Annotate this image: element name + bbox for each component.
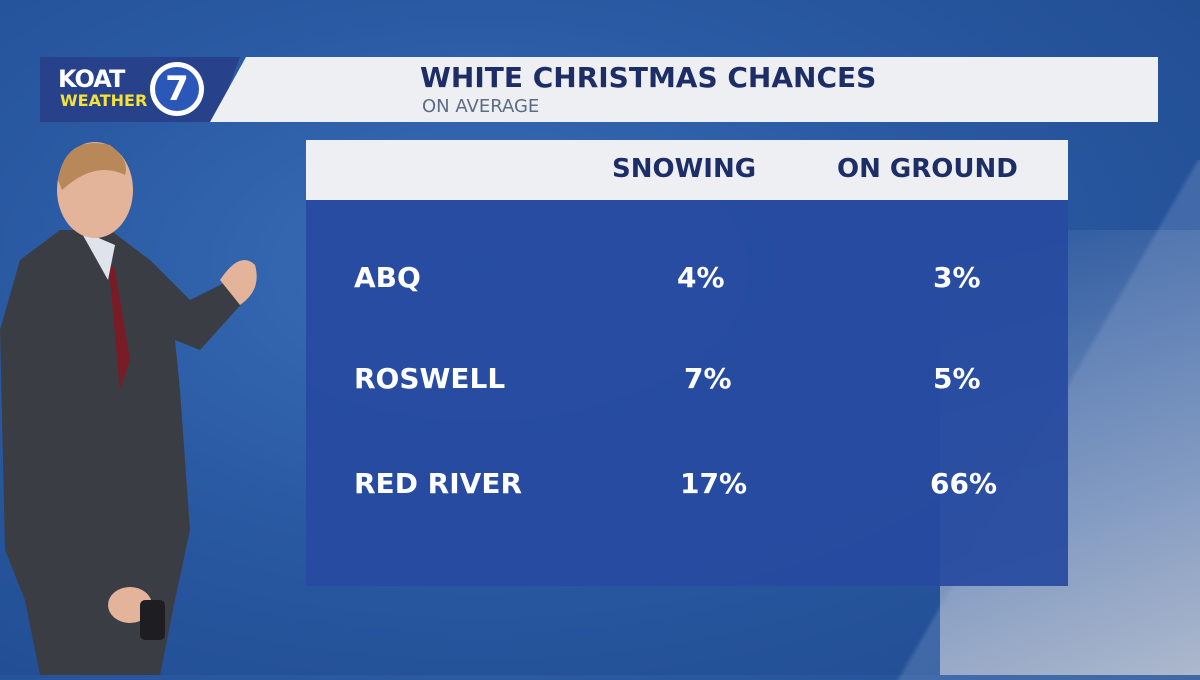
column-header-snowing: SNOWING xyxy=(612,154,757,184)
title-panel: WHITE CHRISTMAS CHANCES ON AVERAGE xyxy=(210,57,1158,122)
logo-koat: KOAT xyxy=(58,65,125,93)
on-ground-value: 66% xyxy=(930,467,998,500)
chances-table: SNOWING ON GROUND ABQ 4% 3% ROSWELL 7% 5… xyxy=(306,140,1068,586)
title-bar: KOAT WEATHER 7 WHITE CHRISTMAS CHANCES O… xyxy=(40,57,1158,122)
snowing-value: 7% xyxy=(684,362,732,395)
page-subtitle: ON AVERAGE xyxy=(422,96,540,117)
logo-weather: WEATHER xyxy=(60,91,148,110)
table-header: SNOWING ON GROUND xyxy=(306,140,1068,200)
on-ground-value: 3% xyxy=(933,261,981,294)
row-label: RED RIVER xyxy=(354,467,523,500)
station-logo: KOAT WEATHER 7 xyxy=(40,57,240,122)
presenter xyxy=(0,142,257,675)
column-header-on-ground: ON GROUND xyxy=(837,154,1018,184)
row-label: ABQ xyxy=(354,261,421,294)
channel-7-icon: 7 xyxy=(150,62,204,116)
page-title: WHITE CHRISTMAS CHANCES xyxy=(420,61,877,94)
snowing-value: 17% xyxy=(680,467,748,500)
on-ground-value: 5% xyxy=(933,362,981,395)
snowing-value: 4% xyxy=(677,261,725,294)
row-label: ROSWELL xyxy=(354,362,506,395)
